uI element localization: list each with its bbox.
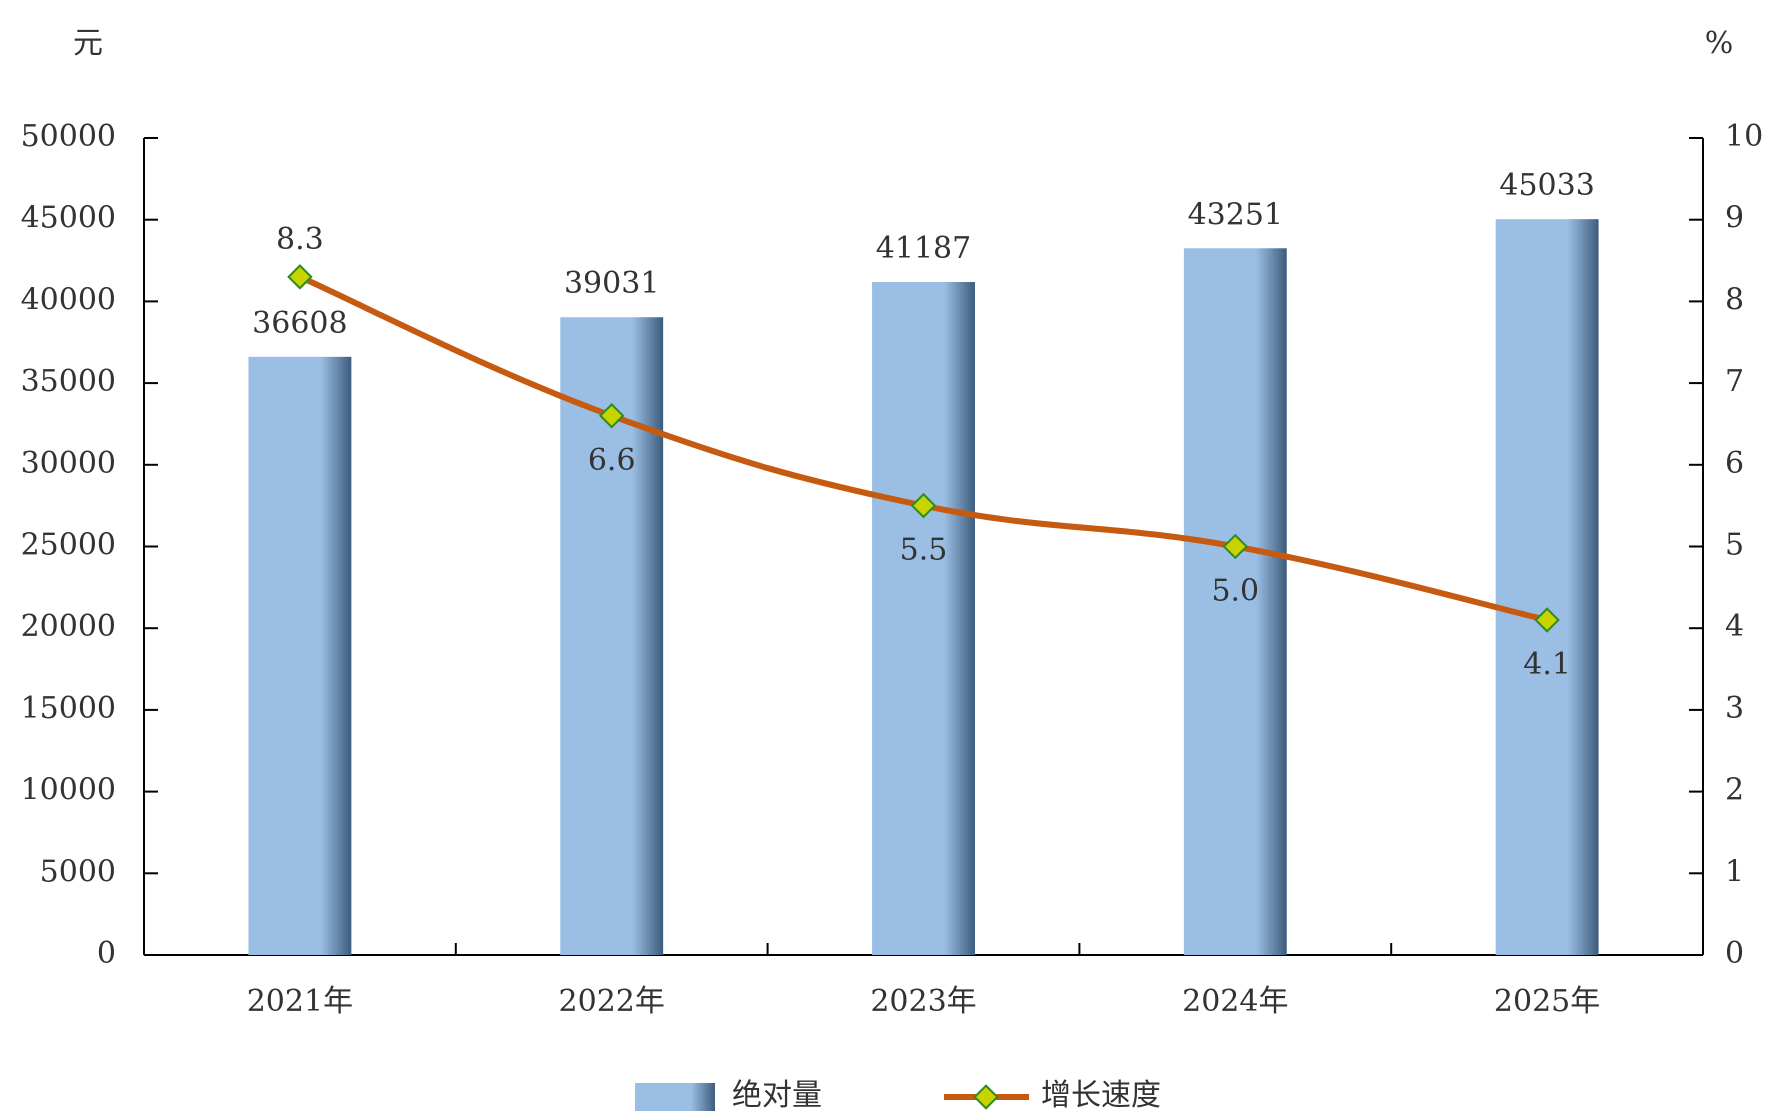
bar-value-label: 39031 [564, 266, 659, 301]
bar [248, 356, 352, 955]
y-axis-unit: 元 [73, 26, 103, 61]
x-tick-label: 2025年 [1494, 984, 1600, 1019]
line-marker [910, 492, 937, 519]
y2-tick-label: 10 [1725, 119, 1763, 154]
line-marker [287, 264, 313, 290]
y2-axis-unit: % [1705, 26, 1734, 61]
line-value-label: 5.5 [900, 533, 948, 568]
x-tick-label: 2024年 [1182, 984, 1288, 1019]
bar-value-label: 41187 [876, 231, 971, 266]
y-tick-label: 0 [97, 936, 116, 971]
y2-tick-label: 9 [1725, 201, 1744, 236]
legend-label: 绝对量 [732, 1078, 822, 1113]
line-marker [598, 403, 625, 429]
legend-label: 增长速度 [1041, 1078, 1161, 1113]
y2-tick-label: 2 [1725, 773, 1744, 808]
bar [1495, 219, 1599, 956]
line-marker [1222, 533, 1249, 560]
y-tick-label: 5000 [40, 854, 116, 889]
line-value-label: 8.3 [276, 222, 324, 257]
y-tick-label: 50000 [21, 119, 116, 154]
y2-tick-label: 3 [1725, 691, 1744, 726]
y2-tick-label: 0 [1725, 936, 1744, 971]
y-tick-label: 15000 [21, 691, 116, 726]
y-tick-label: 20000 [21, 609, 116, 644]
x-tick-label: 2022年 [559, 984, 665, 1019]
bar [872, 282, 975, 956]
y2-tick-label: 4 [1725, 609, 1744, 644]
bar-value-label: 36608 [252, 306, 347, 341]
bar-value-label: 43251 [1188, 197, 1283, 232]
bar-value-label: 45033 [1499, 168, 1594, 203]
x-tick-label: 2021年 [247, 984, 353, 1019]
y-tick-label: 40000 [21, 282, 116, 317]
line-value-label: 4.1 [1523, 647, 1571, 682]
x-tick-label: 2023年 [870, 984, 976, 1019]
y2-tick-label: 8 [1725, 282, 1744, 317]
bar [1183, 248, 1287, 955]
y-tick-label: 25000 [21, 528, 116, 563]
y2-tick-label: 7 [1725, 364, 1744, 399]
line-value-label: 5.0 [1211, 574, 1259, 609]
y-tick-label: 35000 [21, 364, 116, 399]
legend-swatch [635, 1083, 715, 1111]
line-marker [1534, 607, 1560, 633]
y-tick-label: 10000 [21, 773, 116, 808]
y-tick-label: 45000 [21, 201, 116, 236]
y2-tick-label: 5 [1725, 528, 1744, 563]
line-value-label: 6.6 [588, 443, 636, 478]
legend-marker [973, 1084, 999, 1110]
y2-tick-label: 1 [1725, 854, 1744, 889]
y-tick-label: 30000 [21, 446, 116, 481]
y2-tick-label: 6 [1725, 446, 1744, 481]
